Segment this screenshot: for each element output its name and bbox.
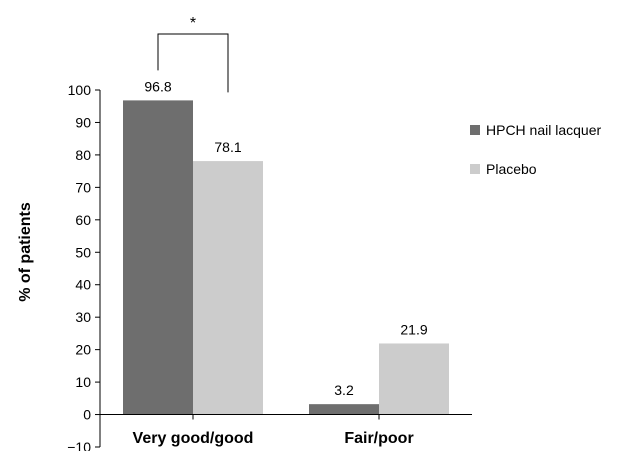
significance-marker: * (190, 15, 196, 32)
y-tick-label: 60 (75, 212, 91, 228)
y-axis: −10 0 10 20 30 40 50 60 70 80 90 100 (67, 82, 101, 451)
significance-annotation: * (157, 15, 229, 93)
data-label: 21.9 (400, 321, 427, 337)
y-tick-label: 10 (75, 374, 91, 390)
x-tick-label: Very good/good (133, 430, 254, 447)
y-tick-label: 50 (75, 244, 91, 260)
x-axis: Very good/good Fair/poor (100, 414, 472, 447)
legend-swatch (470, 164, 480, 174)
legend-swatch (470, 125, 480, 135)
bar (379, 343, 449, 415)
bar (309, 404, 379, 415)
y-tick-label: 20 (75, 342, 91, 358)
data-labels: 96.8 78.1 3.2 21.9 (144, 78, 427, 398)
data-label: 96.8 (144, 78, 171, 94)
legend-label: HPCH nail lacquer (486, 122, 601, 138)
data-label: 3.2 (334, 382, 354, 398)
y-tick-label: 100 (68, 82, 92, 98)
bars (123, 100, 449, 415)
bar (193, 161, 263, 415)
data-label: 78.1 (214, 139, 241, 155)
legend: HPCH nail lacquer Placebo (470, 122, 601, 177)
legend-label: Placebo (486, 161, 537, 177)
y-tick-label: 70 (75, 179, 91, 195)
y-tick-label: 90 (75, 114, 91, 130)
y-tick-label: 80 (75, 147, 91, 163)
y-axis-label: % of patients (17, 202, 34, 302)
y-tick-label: 30 (75, 309, 91, 325)
y-tick-label: 40 (75, 277, 91, 293)
y-tick-label: −10 (67, 439, 91, 451)
bar (123, 100, 193, 415)
y-tick-label: 0 (83, 407, 91, 423)
x-tick-label: Fair/poor (344, 430, 413, 447)
significance-bracket (157, 33, 229, 93)
